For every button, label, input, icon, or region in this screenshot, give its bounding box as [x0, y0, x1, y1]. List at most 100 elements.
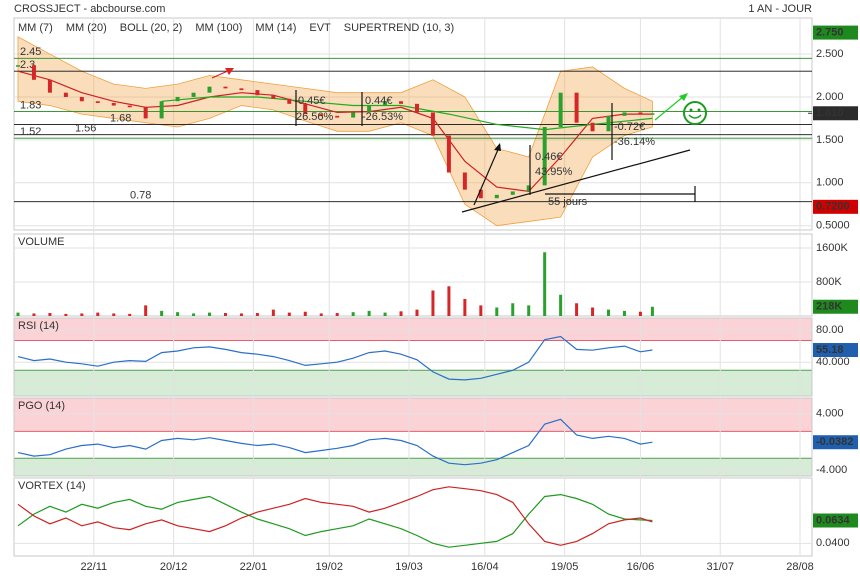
candle — [239, 88, 244, 91]
value-box — [813, 25, 858, 40]
overbought-zone — [14, 398, 812, 432]
candle — [510, 191, 515, 195]
volume-bar — [176, 312, 180, 316]
trend-line — [473, 144, 501, 206]
candle — [622, 112, 627, 116]
volume-bar — [32, 313, 36, 316]
drawings — [211, 68, 707, 213]
legend-entry: MM (100) — [195, 22, 242, 34]
candle — [430, 112, 435, 136]
level-label: 1.52 — [20, 126, 41, 138]
x-tick-label: 19/03 — [395, 561, 423, 573]
value-box — [813, 343, 858, 358]
candle — [143, 107, 148, 119]
candle — [111, 102, 116, 106]
volume-bar — [575, 303, 579, 316]
plot: 0.5000 1.000 1.500 2.000 2.500 800K 1600K 40.00… — [13, 17, 858, 573]
candle — [446, 135, 451, 173]
panel-frame — [13, 317, 813, 397]
candle — [399, 101, 404, 104]
candle — [159, 101, 164, 119]
annotation: 43.95% — [535, 166, 573, 178]
value-box — [813, 199, 858, 214]
candle — [650, 113, 655, 115]
value-box-label: 0.7200 — [816, 201, 850, 213]
volume-bar — [495, 307, 499, 316]
annotation: 0.46€ — [535, 151, 563, 163]
level-label: 1.56 — [75, 123, 96, 135]
candle — [558, 92, 563, 128]
volume-bar — [96, 312, 100, 316]
x-tick-label: 22/01 — [240, 561, 268, 573]
candle — [31, 65, 36, 80]
volume-bar — [112, 313, 116, 316]
volume-bar — [479, 305, 483, 316]
volume-bar — [607, 309, 611, 316]
candle — [574, 92, 579, 123]
panel-frame — [13, 477, 813, 557]
y-tick-label: -4.000 — [816, 464, 847, 476]
candle — [303, 103, 308, 115]
x-tick-label: 28/08 — [786, 561, 814, 573]
level-label: 2.3 — [20, 59, 35, 71]
y-tick-label: 80.00 — [816, 324, 844, 336]
level-label: 1.68 — [110, 112, 131, 124]
candle — [383, 101, 388, 106]
y-tick-label: 2.500 — [816, 48, 844, 60]
volume-bar — [383, 312, 387, 316]
volume-bar — [192, 313, 196, 316]
y-tick-label: 0.5000 — [816, 220, 850, 232]
panel-title: PGO (14) — [18, 400, 65, 412]
volume-bar — [559, 294, 563, 316]
annotation: -26.53% — [362, 111, 403, 123]
pgo-line — [17, 418, 653, 466]
volume-bar — [431, 290, 435, 316]
candle — [255, 90, 260, 96]
volume-bar — [591, 307, 595, 316]
vortex-line — [17, 486, 653, 546]
annotation: -0.72€ — [614, 121, 645, 133]
volume-bar — [367, 310, 371, 316]
legend-entry: MM (14) — [255, 22, 296, 34]
legend-entry: SUPERTREND (10, 3) — [344, 22, 454, 34]
y-tick-label: 2.000 — [816, 91, 844, 103]
volume-bar — [335, 313, 339, 316]
level-label: 0.78 — [130, 190, 151, 202]
candle — [478, 189, 483, 199]
arrow-head — [679, 93, 688, 101]
volume-bar — [650, 306, 654, 316]
candle — [127, 105, 132, 108]
panel-title: RSI (14) — [18, 320, 59, 332]
candle — [494, 194, 499, 199]
projection-arrow — [654, 95, 685, 121]
y-tick-label: 800K — [816, 276, 842, 288]
moving-average — [17, 70, 653, 193]
volume-bar — [80, 313, 84, 316]
x-tick-label: 19/02 — [315, 561, 343, 573]
period: 1 AN - JOUR — [748, 3, 812, 15]
oversold-zone — [14, 370, 812, 396]
candle — [414, 103, 419, 113]
y-tick-label: 0.0400 — [816, 537, 850, 549]
rsi-line — [17, 335, 653, 381]
candle — [351, 112, 356, 118]
volume-bar — [527, 305, 531, 316]
volume-bar — [160, 310, 164, 316]
value-box-label: 1.810 — [816, 107, 844, 119]
candle — [207, 86, 212, 93]
volume-bar — [447, 286, 451, 316]
volume-bar — [638, 311, 642, 316]
x-tick-label: 19/05 — [551, 561, 579, 573]
volume-bar — [511, 303, 515, 316]
panel-title: VORTEX (14) — [18, 480, 86, 492]
candle — [79, 96, 84, 102]
candle — [526, 185, 531, 192]
value-box-label: -0.0382 — [816, 436, 853, 448]
smiley-eye — [697, 108, 701, 112]
legend-entry: MM (20) — [66, 22, 107, 34]
annotation: 55 jours — [548, 196, 588, 208]
arrow-head — [225, 68, 234, 75]
smiley-eye — [689, 108, 693, 112]
candle — [542, 127, 547, 186]
